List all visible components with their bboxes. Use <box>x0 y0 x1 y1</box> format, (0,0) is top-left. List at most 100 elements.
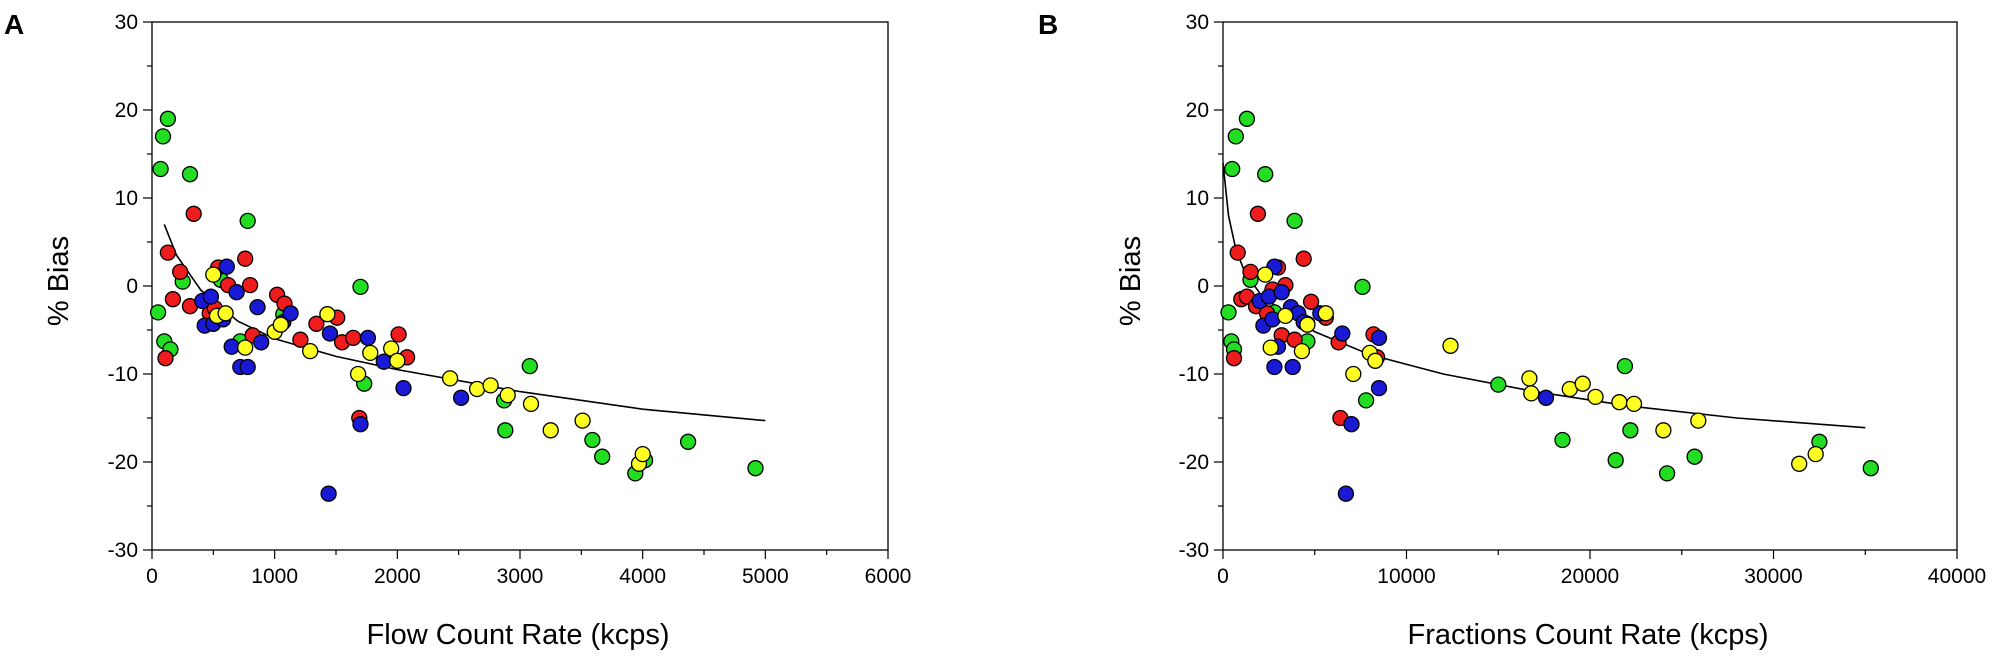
panel-a-point-green <box>154 128 172 145</box>
panel-b-point-yellow <box>1690 412 1707 429</box>
panel-b-point-yellow <box>1442 337 1459 354</box>
panel-b-x-tick-label: 0 <box>1217 565 1229 588</box>
panel-b-point-blue <box>1334 325 1351 342</box>
panel-a-point-red <box>159 244 177 261</box>
panel-a-point-green <box>352 278 369 296</box>
panel-b-point-yellow <box>1299 316 1316 333</box>
panel-a-point-yellow <box>272 316 289 333</box>
panel-b-y-tick-label: -20 <box>1179 451 1209 474</box>
panel-a-point-green <box>521 357 538 375</box>
panel-a-point-red <box>172 263 189 281</box>
panel-b-point-blue <box>1273 284 1290 301</box>
panel-a-point-green <box>239 212 256 230</box>
panel-a-point-yellow <box>319 306 336 323</box>
panel-a-point-blue <box>253 334 270 351</box>
panel-a-point-red <box>292 331 309 348</box>
panel-a-x-tick-label: 6000 <box>865 565 912 588</box>
panel-a-x-tick-label: 2000 <box>374 565 421 588</box>
panel-b-y-tick-label: -10 <box>1179 363 1209 386</box>
panel-b-point-yellow <box>1587 388 1604 406</box>
panel-b-y-tick-label: 10 <box>1186 187 1209 210</box>
panel-a-point-blue <box>218 258 235 275</box>
panel-a-point-green <box>497 422 514 439</box>
panel-a-point-red <box>164 291 182 308</box>
panel-b-point-red <box>1225 350 1243 367</box>
panel-b-point-yellow <box>1523 385 1540 402</box>
panel-a-y-tick-label: -10 <box>108 363 138 386</box>
panel-b-point-yellow <box>1655 422 1672 439</box>
panel-b-point-red <box>1242 263 1259 281</box>
panel-a-plot: -30 -20 -10 0 10 20 30 0 1000 2000 3000 4000 5000 600… <box>108 11 912 588</box>
panel-a-y-tick-label: -20 <box>108 451 138 474</box>
panel-b-point-blue <box>1370 379 1388 397</box>
panel-a-point-green <box>159 110 177 127</box>
panel-a-x-tick-label: 1000 <box>251 565 298 588</box>
panel-b-plot-frame <box>1222 21 1958 551</box>
panel-a-point-green <box>747 460 764 477</box>
panel-b-point-green <box>1357 392 1375 409</box>
panel-b-x-tick-label: 30000 <box>1744 565 1802 588</box>
panel-a-point-blue <box>320 485 337 502</box>
panel-b-point-green <box>1224 160 1241 178</box>
panel-b-point-green <box>1658 465 1676 482</box>
panel-b-point-yellow <box>1262 339 1279 356</box>
panel-b-point-yellow <box>1317 305 1334 322</box>
panel-b-point-yellow <box>1521 370 1538 387</box>
panel-a-point-blue <box>282 305 299 322</box>
panel-a-point-yellow <box>205 266 222 283</box>
panel-b-point-blue <box>1537 389 1555 406</box>
panel-a-x-tick-label: 0 <box>146 565 158 588</box>
panel-b-point-blue <box>1343 416 1360 433</box>
panel-a-point-blue <box>223 338 240 355</box>
panel-a-point-red <box>308 315 325 332</box>
panel-b-point-green <box>1238 110 1256 127</box>
panel-a-point-yellow <box>522 395 540 413</box>
panel-b: B % Bias Fractions Count Rate (kcps) -30… <box>1038 9 1986 651</box>
panel-b-y-axis-title: % Bias <box>1115 236 1147 326</box>
panel-b-point-green <box>1616 357 1634 375</box>
panel-b-point-green <box>1257 166 1274 183</box>
panel-b-point-green <box>1490 376 1507 393</box>
panel-b-point-yellow <box>1293 342 1311 360</box>
panel-a-point-green <box>149 304 167 321</box>
panel-a-y-tick-label: 0 <box>126 275 138 298</box>
panel-a-y-tick-label: 20 <box>115 99 138 122</box>
panel-a-point-yellow <box>349 365 367 383</box>
panel-b-point-green <box>1686 448 1703 465</box>
panel-a-point-red <box>241 276 259 294</box>
panel-b-point-yellow <box>1807 445 1824 463</box>
panel-a-point-blue <box>321 325 339 342</box>
panel-b-point-red <box>1302 293 1320 310</box>
panel-b-point-green <box>1622 422 1639 439</box>
panel-b-point-blue <box>1284 358 1301 376</box>
panel-b-point-red <box>1295 250 1312 267</box>
panel-b-point-red <box>1229 244 1246 261</box>
panel-b-x-axis-title: Fractions Count Rate (kcps) <box>1407 619 1768 651</box>
panel-b-point-green <box>1554 431 1571 449</box>
panel-a-point-yellow <box>362 344 379 362</box>
panel-b-point-green <box>1862 460 1879 477</box>
panel-a-point-red <box>345 329 362 347</box>
panel-b-point-green <box>1354 278 1371 296</box>
panel-b-point-yellow <box>1257 266 1274 283</box>
panel-a-point-blue <box>375 353 392 370</box>
panel-a-plot-frame <box>151 21 889 551</box>
panel-b-point-blue <box>1370 329 1388 347</box>
panel-a-point-blue <box>359 329 377 347</box>
panel-b-x-tick-label: 40000 <box>1928 565 1986 588</box>
panel-b-trend-line <box>1222 162 1866 429</box>
panel-b-point-yellow <box>1345 365 1362 383</box>
panel-b-y-tick-label: -30 <box>1179 539 1209 562</box>
panel-a-point-blue <box>228 284 245 301</box>
panel-b-point-green <box>1220 304 1237 321</box>
panel-a-x-tick-label: 5000 <box>742 565 789 588</box>
panel-b-point-yellow <box>1611 394 1628 411</box>
panel-a-y-axis-title: % Bias <box>43 236 75 326</box>
panel-b-point-green <box>1607 452 1624 469</box>
panel-a-label: A <box>4 9 24 40</box>
panel-a-point-blue <box>395 379 412 397</box>
panel-b-point-green <box>1227 128 1244 145</box>
panel-b-point-red <box>1249 205 1267 222</box>
panel-b-point-yellow <box>1791 455 1808 472</box>
